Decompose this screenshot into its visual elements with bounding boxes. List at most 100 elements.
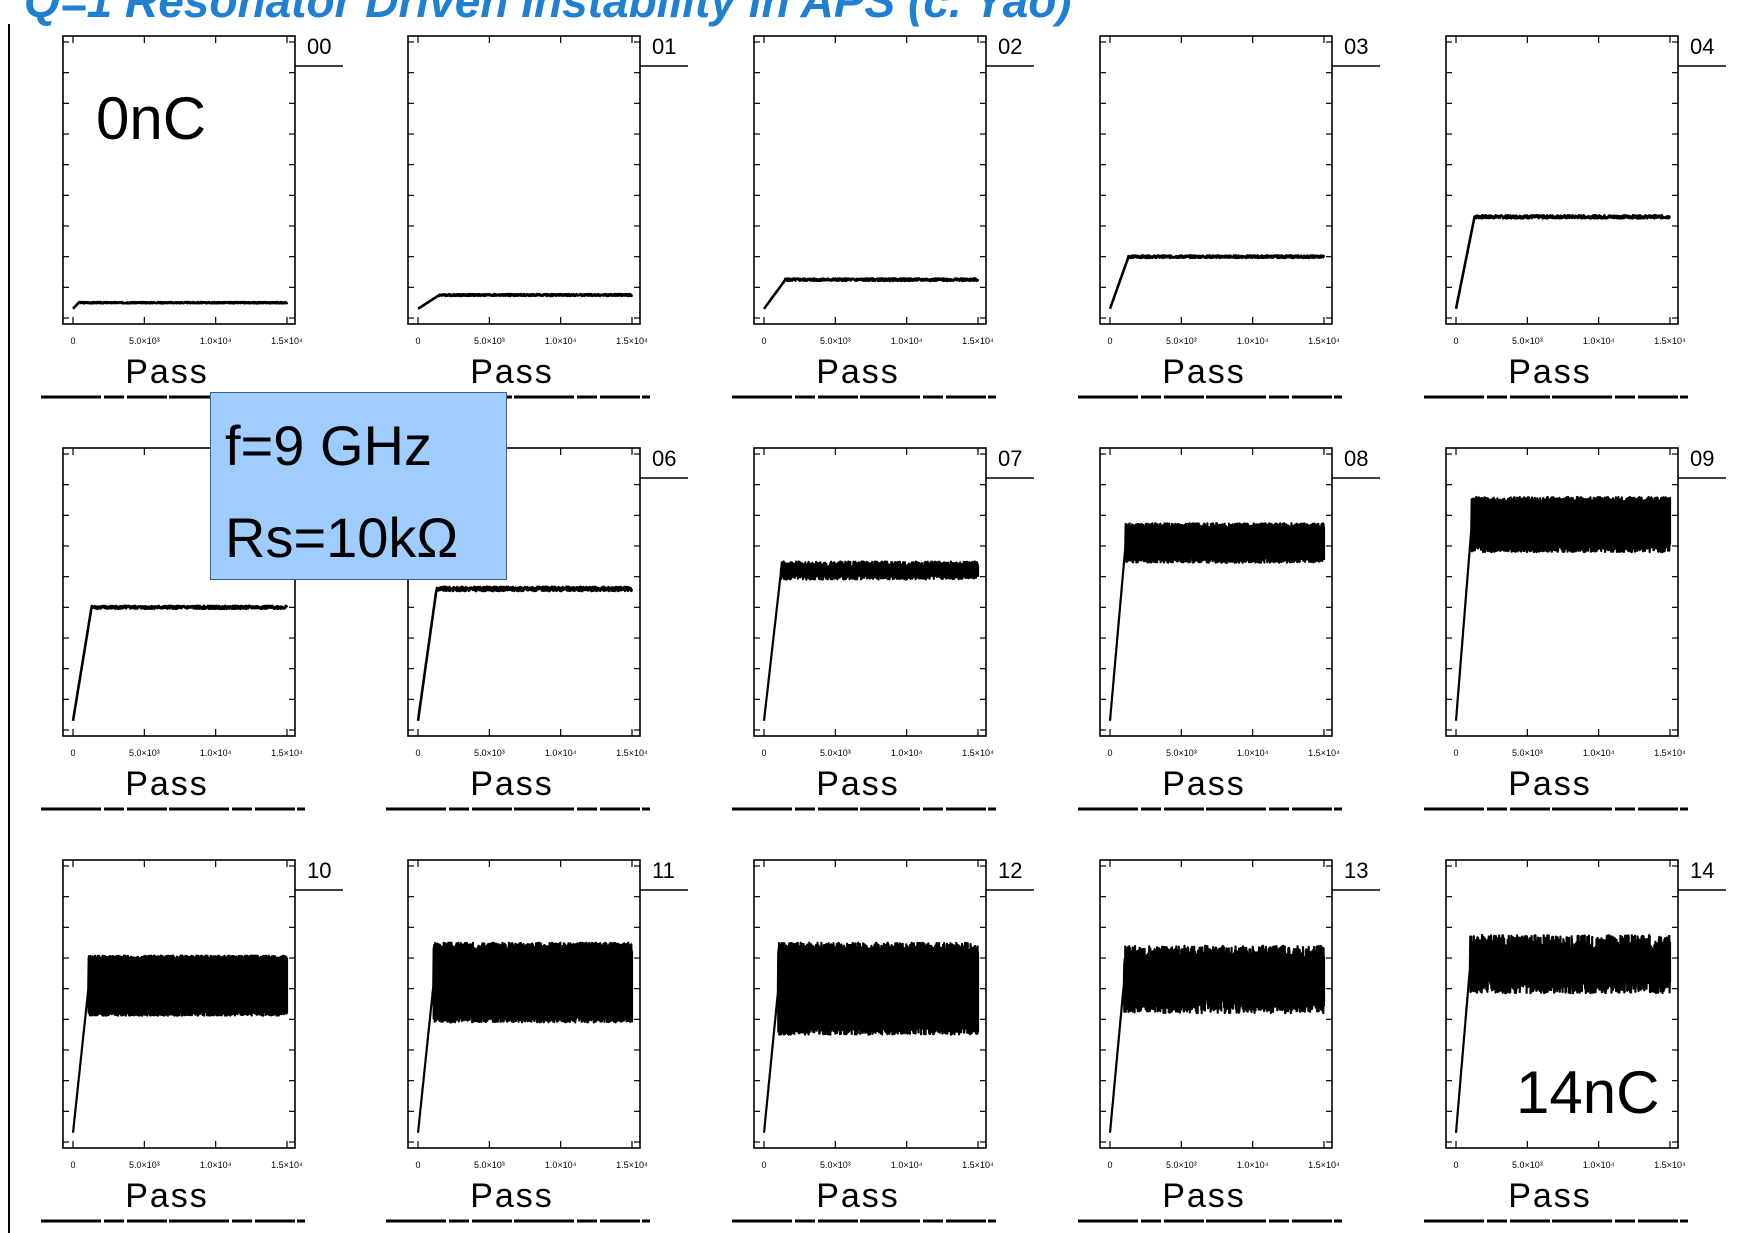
data-trace [762, 277, 980, 310]
plot-frame [1445, 447, 1679, 737]
x-tick-label: 5.0×10³ [474, 748, 505, 758]
chart-panel-08: 08 0 5.0×10³ 1.0×10⁴ 1.5×10⁴ Pass [1078, 446, 1380, 811]
x-axis-label: Pass [816, 1177, 900, 1215]
x-tick-label: 1.5×10⁴ [271, 748, 303, 758]
x-tick-label: 1.0×10⁴ [1237, 748, 1269, 758]
x-axis-label: Pass [470, 353, 554, 391]
impedance-label: Rs=10kΩ [225, 506, 459, 569]
x-tick-label: 0 [761, 336, 766, 346]
x-tick-label: 0 [1453, 748, 1458, 758]
x-tick-label: 1.0×10⁴ [200, 1160, 232, 1170]
panel-number-label: 12 [998, 858, 1022, 883]
chart-panel-02: 02 0 5.0×10³ 1.0×10⁴ 1.5×10⁴ Pass [732, 34, 1034, 399]
chart-panel-04: 04 0 5.0×10³ 1.0×10⁴ 1.5×10⁴ Pass [1424, 34, 1726, 399]
x-tick-label: 1.0×10⁴ [1583, 336, 1615, 346]
x-tick-label: 5.0×10³ [474, 336, 505, 346]
plot-frame [407, 859, 641, 1149]
x-tick-label: 5.0×10³ [474, 1160, 505, 1170]
x-axis-label: Pass [470, 765, 554, 803]
x-tick-label: 0 [761, 1160, 766, 1170]
data-trace [762, 941, 980, 1133]
chart-panel-07: 07 0 5.0×10³ 1.0×10⁴ 1.5×10⁴ Pass [732, 446, 1034, 811]
x-axis-label: Pass [125, 1177, 209, 1215]
panel-number-label: 09 [1690, 446, 1714, 471]
plot-frame [753, 35, 987, 325]
x-tick-label: 0 [70, 748, 75, 758]
panel-number-label: 06 [652, 446, 676, 471]
data-trace [416, 941, 634, 1133]
plot-frame [1445, 859, 1679, 1149]
x-tick-label: 5.0×10³ [1166, 1160, 1197, 1170]
x-tick-label: 1.5×10⁴ [1308, 336, 1340, 346]
panel-number-label: 00 [307, 34, 331, 59]
x-axis-label: Pass [1508, 765, 1592, 803]
x-tick-label: 0 [761, 748, 766, 758]
plot-frame [1099, 859, 1333, 1149]
x-tick-label: 1.0×10⁴ [200, 748, 232, 758]
x-axis-label: Pass [816, 353, 900, 391]
x-axis-label: Pass [1162, 353, 1246, 391]
x-axis-label: Pass [1162, 765, 1246, 803]
plot-frame [753, 447, 987, 737]
page-title: Q=1 Resonator Driven Instability in APS … [24, 0, 1072, 27]
panel-number-label: 08 [1344, 446, 1368, 471]
x-axis-label: Pass [816, 765, 900, 803]
panel-number-label: 03 [1344, 34, 1368, 59]
data-trace [1108, 944, 1326, 1133]
plot-frame [62, 447, 296, 737]
x-tick-label: 1.5×10⁴ [271, 336, 303, 346]
x-tick-label: 5.0×10³ [820, 1160, 851, 1170]
data-trace [1454, 495, 1672, 721]
x-tick-label: 1.5×10⁴ [962, 336, 994, 346]
x-tick-label: 1.0×10⁴ [1237, 336, 1269, 346]
x-tick-label: 5.0×10³ [820, 748, 851, 758]
x-tick-label: 1.5×10⁴ [962, 748, 994, 758]
x-tick-label: 1.0×10⁴ [891, 336, 923, 346]
charge-label-last: 14nC [1516, 1059, 1660, 1126]
data-trace [417, 292, 634, 310]
x-axis-label: Pass [1162, 1177, 1246, 1215]
data-trace [762, 560, 980, 721]
panel-number-label: 13 [1344, 858, 1368, 883]
x-tick-label: 1.5×10⁴ [1308, 748, 1340, 758]
chart-panel-14: 14 0 5.0×10³ 1.0×10⁴ 1.5×10⁴ Pass [1424, 858, 1726, 1223]
chart-panel-10: 10 0 5.0×10³ 1.0×10⁴ 1.5×10⁴ Pass [41, 858, 343, 1223]
x-tick-label: 0 [1107, 1160, 1112, 1170]
x-tick-label: 5.0×10³ [129, 336, 160, 346]
x-tick-label: 0 [1107, 336, 1112, 346]
data-trace [71, 604, 289, 722]
panel-number-label: 07 [998, 446, 1022, 471]
x-tick-label: 0 [1107, 748, 1112, 758]
x-tick-label: 0 [1453, 1160, 1458, 1170]
panel-number-label: 02 [998, 34, 1022, 59]
x-tick-label: 1.0×10⁴ [1583, 748, 1615, 758]
x-tick-label: 5.0×10³ [129, 748, 160, 758]
charge-label-first: 0nC [96, 85, 207, 152]
chart-panel-01: 01 0 5.0×10³ 1.0×10⁴ 1.5×10⁴ Pass [386, 34, 688, 399]
x-tick-label: 1.0×10⁴ [891, 1160, 923, 1170]
x-tick-label: 1.0×10⁴ [545, 1160, 577, 1170]
x-tick-label: 1.0×10⁴ [1583, 1160, 1615, 1170]
x-tick-label: 0 [415, 1160, 420, 1170]
x-tick-label: 1.0×10⁴ [545, 748, 577, 758]
plot-frame [62, 859, 296, 1149]
plot-frame [407, 35, 641, 325]
x-tick-label: 1.5×10⁴ [616, 748, 648, 758]
panel-number-label: 14 [1690, 858, 1714, 883]
x-tick-label: 1.5×10⁴ [1654, 748, 1686, 758]
x-tick-label: 1.0×10⁴ [545, 336, 577, 346]
x-tick-label: 1.0×10⁴ [1237, 1160, 1269, 1170]
x-axis-label: Pass [470, 1177, 554, 1215]
x-axis-label: Pass [1508, 1177, 1592, 1215]
chart-panel-09: 09 0 5.0×10³ 1.0×10⁴ 1.5×10⁴ Pass [1424, 446, 1726, 811]
panel-number-label: 04 [1690, 34, 1714, 59]
x-tick-label: 1.5×10⁴ [271, 1160, 303, 1170]
x-tick-label: 1.5×10⁴ [616, 1160, 648, 1170]
x-tick-label: 5.0×10³ [820, 336, 851, 346]
x-axis-label: Pass [1508, 353, 1592, 391]
x-tick-label: 0 [70, 336, 75, 346]
x-axis-label: Pass [125, 353, 209, 391]
plot-frame [407, 447, 641, 737]
x-tick-label: 0 [1453, 336, 1458, 346]
